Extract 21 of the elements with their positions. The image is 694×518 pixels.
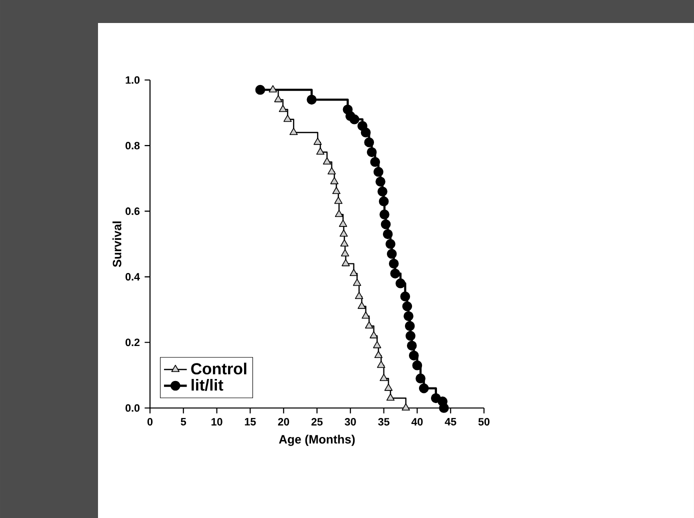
legend-label: lit/lit bbox=[192, 378, 224, 391]
x-tick-label: 40 bbox=[411, 418, 423, 426]
x-tick-label: 0 bbox=[147, 418, 153, 426]
x-tick-label: 10 bbox=[212, 418, 222, 426]
y-tick-label: 0.8 bbox=[126, 142, 140, 150]
x-tick-label: 25 bbox=[311, 418, 323, 426]
y-tick-label: 0.0 bbox=[126, 404, 140, 412]
legend-label: Control bbox=[191, 362, 246, 374]
x-tick-label: 15 bbox=[244, 418, 256, 426]
x-tick-label: 35 bbox=[378, 418, 390, 426]
y-tick-label: 1.0 bbox=[126, 76, 140, 84]
y-tick-label: 0.4 bbox=[126, 273, 140, 281]
x-tick-label: 45 bbox=[444, 418, 456, 426]
y-tick-label: 0.2 bbox=[126, 338, 140, 346]
x-tick-label: 5 bbox=[180, 418, 186, 426]
x-tick-label: 20 bbox=[278, 418, 290, 426]
x-tick-label: 30 bbox=[344, 418, 356, 426]
x-axis-title: Age (Months) bbox=[278, 434, 355, 446]
x-tick-label: 50 bbox=[478, 418, 490, 426]
y-axis-title: Survival bbox=[112, 221, 122, 267]
y-tick-label: 0.6 bbox=[126, 207, 140, 215]
